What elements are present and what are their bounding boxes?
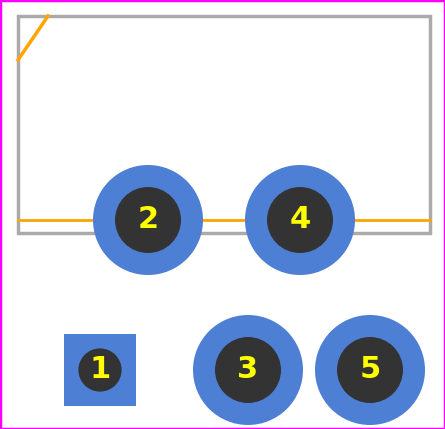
Text: 3: 3: [238, 356, 259, 384]
Circle shape: [193, 315, 303, 425]
Text: 5: 5: [360, 356, 380, 384]
Text: 4: 4: [289, 205, 311, 235]
Circle shape: [337, 337, 403, 403]
Circle shape: [215, 337, 281, 403]
Circle shape: [267, 187, 333, 253]
Bar: [64, 334, 136, 406]
Bar: [18, 16, 430, 233]
Circle shape: [115, 187, 181, 253]
Circle shape: [315, 315, 425, 425]
Text: 2: 2: [138, 205, 158, 235]
Circle shape: [93, 165, 203, 275]
Text: 1: 1: [89, 356, 111, 384]
Circle shape: [245, 165, 355, 275]
Circle shape: [78, 348, 121, 392]
